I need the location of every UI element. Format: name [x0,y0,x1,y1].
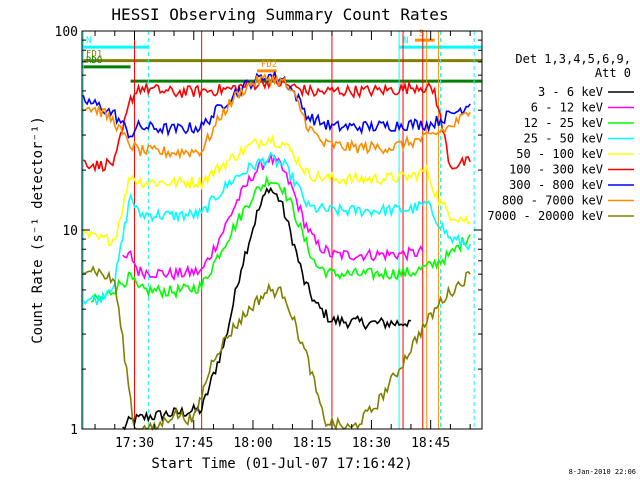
annotation-label-s: S [419,29,424,39]
legend-label: 300 - 800 keV [509,178,603,192]
y-axis-label: Count Rate (s⁻¹ detector⁻¹) [30,116,46,344]
x-tick-label: 18:15 [293,436,332,451]
x-tick-label: 17:45 [174,436,213,451]
annotation-label-n: N [86,36,91,46]
legend-label: 3 - 6 keV [538,85,603,99]
legend: Det 1,3,4,5,6,9, Att 0 3 - 6 keV 6 - 12 k… [487,52,634,223]
mode-annotation-layer: N N S FD1 FD2 RDO [82,29,482,83]
annotation-label-rdo: RDO [86,56,102,66]
annotation-label-n: N [403,36,408,46]
y-tick-label: 1 [70,423,78,438]
y-tick-layer: 1 10 100 [55,25,482,438]
series-line-4 [82,133,471,246]
legend-title-line1: Det 1,3,4,5,6,9, [515,52,631,66]
legend-label: 100 - 300 keV [509,163,603,177]
vertical-marker-layer [82,31,475,429]
x-tick-label: 18:45 [411,436,450,451]
legend-label: 12 - 25 keV [524,116,603,130]
x-tick-layer: 17:30 17:45 18:00 18:15 18:30 18:45 [94,31,471,451]
series-line-1 [122,154,424,281]
chart-title: HESSI Observing Summary Count Rates [111,5,448,24]
x-axis-label: Start Time (01-Jul-07 17:16:42) [151,456,412,472]
series-line-6 [82,71,471,139]
y-tick-label: 10 [62,224,78,239]
x-tick-label: 17:30 [115,436,154,451]
legend-label: 7000 - 20000 keV [487,209,603,223]
legend-label: 25 - 50 keV [524,132,603,146]
series-line-3 [82,151,471,306]
series-line-0 [122,186,411,431]
x-tick-label: 18:30 [352,436,391,451]
y-tick-label: 100 [55,25,78,40]
footer-date: 8-Jan-2010 22:06 [569,468,636,476]
series-layer [82,71,471,432]
annotation-label-fd2: FD2 [261,60,277,70]
legend-label: 800 - 7000 keV [502,194,603,208]
annotation-label-fd1: FD1 [86,50,102,60]
legend-label: 50 - 100 keV [516,147,603,161]
series-line-2 [90,174,471,303]
x-tick-label: 18:00 [233,436,272,451]
series-line-5 [82,75,471,173]
series-line-7 [83,73,471,160]
legend-title-line2: Att 0 [595,66,631,80]
series-line-8 [83,265,471,432]
legend-label: 6 - 12 keV [531,101,603,115]
